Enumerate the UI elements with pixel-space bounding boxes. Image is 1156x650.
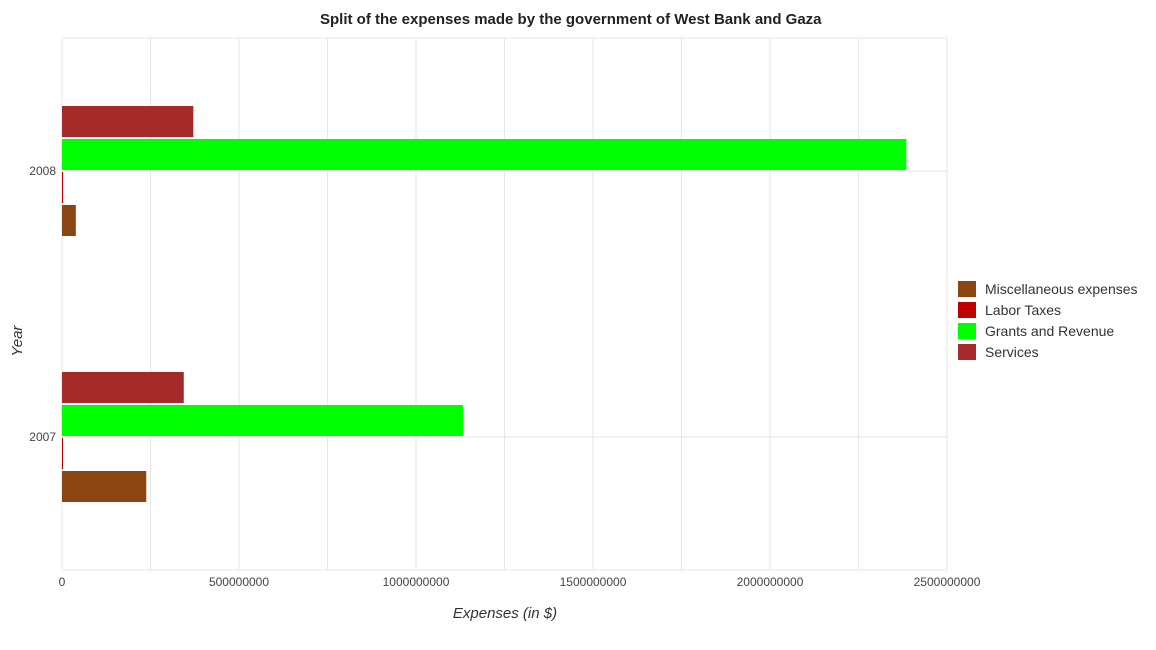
bar-grants-and-revenue-2007: [62, 405, 464, 436]
bar-grants-and-revenue-2008: [62, 139, 907, 170]
x-axis-title: Expenses (in $): [453, 605, 557, 622]
legend-label: Miscellaneous expenses: [985, 281, 1138, 297]
chart-title: Split of the expenses made by the govern…: [320, 11, 822, 28]
legend-swatch: [958, 323, 976, 339]
gridlines: [61, 37, 948, 571]
legend-label: Grants and Revenue: [985, 323, 1114, 339]
bar-miscellaneous-expenses-2008: [62, 205, 76, 236]
y-tick-labels: 2007 2008: [29, 164, 56, 444]
legend-label: Labor Taxes: [985, 302, 1061, 318]
legend-swatch: [958, 344, 976, 360]
y-tick-label: 2007: [29, 430, 56, 444]
legend-swatch: [958, 281, 976, 297]
x-tick-label: 1500000000: [560, 575, 627, 589]
x-tick-labels: 0 500000000 1000000000 1500000000 2000000000…: [59, 575, 981, 589]
legend: Miscellaneous expenses Labor Taxes Grants …: [958, 281, 1138, 360]
bar-labor-taxes-2007: [62, 438, 63, 469]
bar-services-2008: [62, 106, 194, 137]
x-tick-label: 0: [59, 575, 66, 589]
y-tick-label: 2008: [29, 164, 56, 178]
bar-services-2007: [62, 372, 184, 403]
legend-swatch: [958, 302, 976, 318]
bar-labor-taxes-2008: [62, 172, 64, 203]
bars: [62, 106, 907, 502]
x-tick-label: 2500000000: [914, 575, 981, 589]
legend-label: Services: [985, 344, 1039, 360]
y-axis-title: Year: [9, 325, 26, 357]
x-tick-label: 1000000000: [383, 575, 450, 589]
bar-miscellaneous-expenses-2007: [62, 471, 147, 502]
x-tick-label: 2000000000: [737, 575, 804, 589]
x-tick-label: 500000000: [209, 575, 269, 589]
